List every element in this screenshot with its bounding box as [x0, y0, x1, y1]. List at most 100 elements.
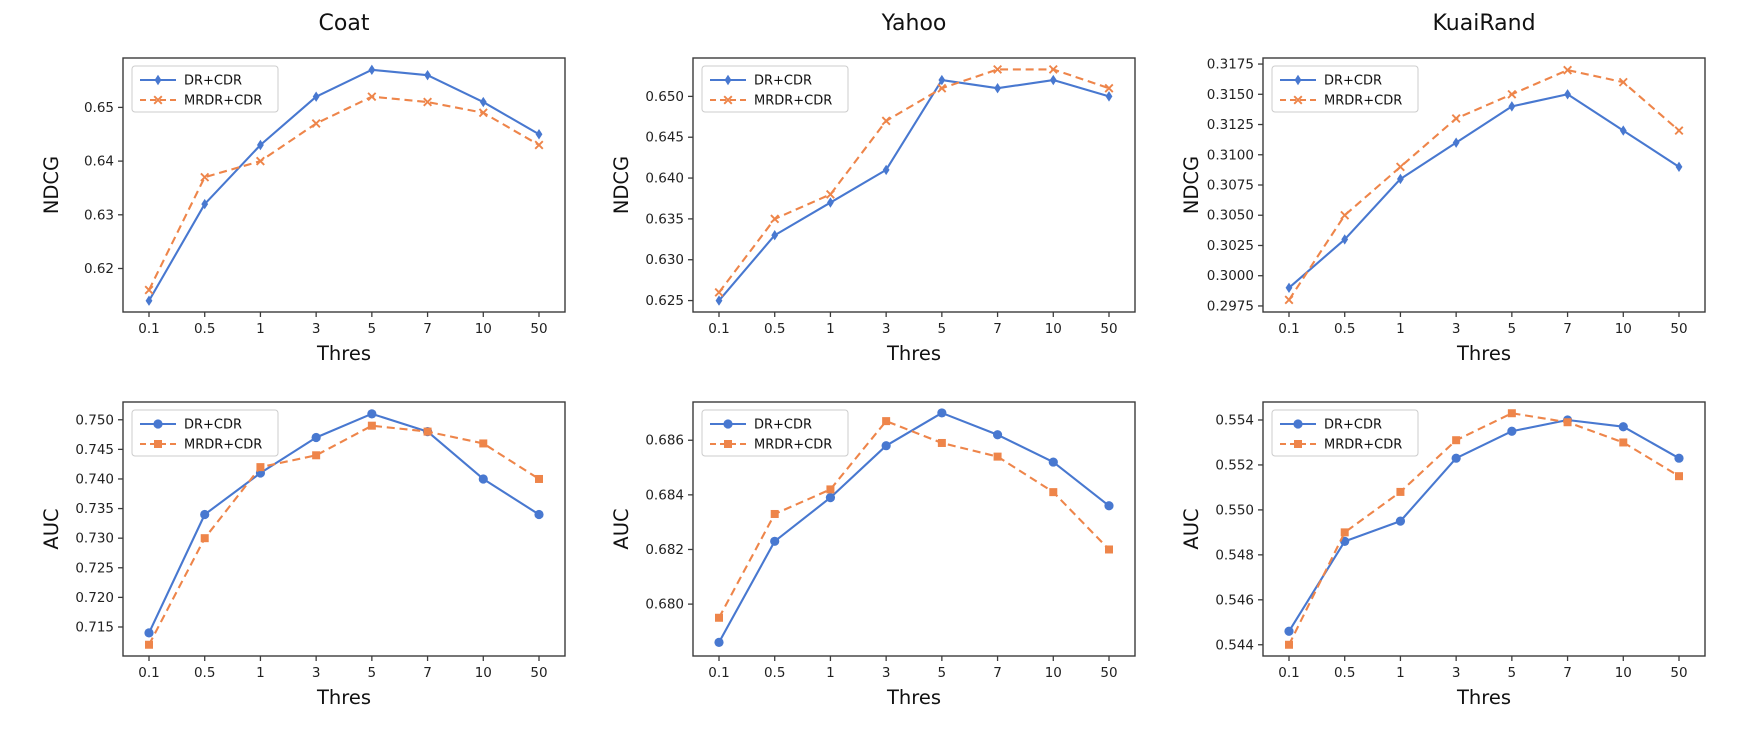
chart-cell-coat-ndcg: Coat 0.62 0.63 0.64 0.65 0.1 0.5 1 3 5 7 10 50 Thres…: [31, 4, 587, 376]
legend-entry-mrdr-cdr: MRDR+CDR: [1280, 438, 1402, 453]
data-point-marker: [1675, 161, 1683, 173]
data-point-marker: [257, 139, 264, 151]
series-line: [718, 68, 1110, 294]
legend-box: [131, 65, 279, 113]
x-tick-label: 3: [312, 665, 321, 681]
axis-frame: [692, 401, 1136, 657]
x-axis-label: Thres: [886, 342, 941, 365]
chart-title-coat: Coat: [318, 11, 370, 36]
legend-entry-mrdr-cdr: MRDR+CDR: [710, 94, 832, 109]
y-axis: 0.62 0.63 0.64 0.65: [84, 100, 123, 277]
y-tick-label: 0.684: [645, 487, 684, 503]
chart-row-ndcg: Coat 0.62 0.63 0.64 0.65 0.1 0.5 1 3 5 7 10 50 Thres…: [0, 4, 1758, 376]
y-tick-label: 0.645: [645, 130, 684, 146]
y-tick-label: 0.3000: [1207, 268, 1254, 284]
legend-entry-dr-cdr: DR+CDR: [710, 418, 812, 433]
y-axis: 0.715 0.720 0.725 0.730 0.735 0.740 0.745 0.750: [75, 412, 123, 635]
y-tick-label: 0.735: [75, 501, 114, 517]
x-tick-label: 1: [826, 321, 835, 337]
legend-box: [1271, 65, 1419, 113]
chart-cell-yahoo-ndcg: Yahoo 0.625 0.630 0.635 0.640 0.645 0.650 0.1 0…: [601, 4, 1157, 376]
y-axis: 0.2975 0.3000 0.3025 0.3050 0.3075 0.3100 0.31…: [1207, 57, 1263, 314]
x-tick-label: 0.5: [764, 665, 785, 681]
y-tick-label: 0.63: [84, 207, 114, 223]
data-point-marker: [145, 295, 153, 306]
y-tick-label: 0.548: [1215, 547, 1254, 563]
series-mrdr-cdr: [144, 92, 544, 295]
legend-entry-dr-cdr: DR+CDR: [710, 74, 812, 89]
data-point-marker: [201, 198, 209, 210]
data-point-marker: [1049, 74, 1057, 86]
x-tick-label: 3: [1452, 321, 1461, 337]
x-tick-label: 3: [1452, 665, 1461, 681]
x-tick-label: 50: [530, 665, 547, 681]
legend-label: MRDR+CDR: [754, 438, 832, 453]
legend-label: MRDR+CDR: [1324, 438, 1402, 453]
legend-entry-dr-cdr: DR+CDR: [1280, 418, 1382, 433]
legend-sample-marker: [724, 440, 732, 448]
legend: DR+CDR MRDR+CDR: [1271, 65, 1419, 113]
x-tick-label: 0.1: [1278, 665, 1299, 681]
data-point-marker: [1507, 426, 1517, 436]
y-tick-label: 0.3125: [1207, 117, 1254, 133]
x-tick-label: 0.1: [138, 665, 159, 681]
x-axis: 0.1 0.5 1 3 5 7 10 50: [1278, 312, 1688, 337]
legend-label: DR+CDR: [184, 74, 242, 89]
data-point-marker: [534, 509, 544, 520]
x-tick-label: 5: [938, 665, 947, 681]
y-tick-label: 0.625: [645, 293, 684, 309]
chart-title-kuairand: KuaiRand: [1432, 11, 1536, 36]
x-axis-label: Thres: [1456, 342, 1511, 365]
x-tick-label: 7: [423, 321, 432, 337]
legend-box: [701, 65, 849, 113]
legend-label: MRDR+CDR: [184, 438, 262, 453]
legend-sample-marker: [1293, 95, 1303, 105]
x-tick-label: 7: [993, 665, 1002, 681]
y-tick-label: 0.552: [1215, 457, 1254, 473]
data-point-marker: [1284, 295, 1294, 305]
data-point-marker: [1395, 162, 1405, 172]
data-point-marker: [770, 509, 779, 518]
data-point-marker: [145, 640, 153, 649]
series-line: [718, 79, 1110, 302]
y-tick-label: 0.554: [1215, 412, 1254, 428]
legend: DR+CDR MRDR+CDR: [131, 65, 279, 113]
data-point-marker: [535, 474, 543, 483]
series-mrdr-cdr: [1285, 409, 1683, 649]
x-tick-label: 1: [256, 321, 265, 337]
data-point-marker: [424, 69, 431, 81]
x-tick-label: 5: [368, 321, 377, 337]
axis-frame: [122, 401, 566, 657]
chart-grid: Coat 0.62 0.63 0.64 0.65 0.1 0.5 1 3 5 7 10 50 Thres…: [0, 4, 1758, 720]
chart-coat-ndcg: 0.62 0.63 0.64 0.65 0.1 0.5 1 3 5 7 10 50 Thres NDCG D…: [40, 57, 566, 365]
data-point-marker: [992, 430, 1003, 440]
x-axis: 0.1 0.5 1 3 5 7 10 50: [138, 656, 548, 681]
data-point-marker: [1508, 101, 1516, 112]
data-point-marker: [367, 421, 376, 430]
x-axis-label: Thres: [316, 342, 371, 365]
data-point-marker: [771, 230, 779, 241]
x-tick-label: 50: [530, 321, 547, 337]
series-line: [148, 424, 540, 646]
data-point-marker: [826, 485, 835, 494]
data-point-marker: [311, 119, 321, 128]
x-tick-label: 50: [1100, 665, 1117, 681]
data-point-marker: [1619, 125, 1627, 136]
chart-title-yahoo: Yahoo: [881, 11, 947, 36]
y-tick-label: 0.64: [84, 154, 114, 170]
chart-yahoo-auc: 0.680 0.682 0.684 0.686 0.1 0.5 1 3 5 7 10 50 Thres A…: [610, 401, 1136, 709]
data-point-marker: [1340, 528, 1349, 537]
y-axis-label: AUC: [1180, 508, 1203, 549]
y-tick-label: 0.3075: [1207, 178, 1254, 194]
legend: DR+CDR MRDR+CDR: [131, 409, 279, 457]
legend-label: DR+CDR: [1324, 74, 1382, 89]
y-axis: 0.544 0.546 0.548 0.550 0.552 0.554: [1215, 412, 1263, 653]
y-tick-label: 0.730: [75, 531, 114, 547]
y-axis-label: AUC: [40, 508, 63, 549]
chart-cell-kuairand-auc: 0.544 0.546 0.548 0.550 0.552 0.554 0.1 0.5 1 3 5 7…: [1171, 388, 1727, 720]
y-tick-label: 0.65: [84, 100, 114, 116]
y-axis-label: AUC: [610, 508, 633, 549]
series-line: [1288, 412, 1680, 646]
series-line: [148, 412, 540, 634]
